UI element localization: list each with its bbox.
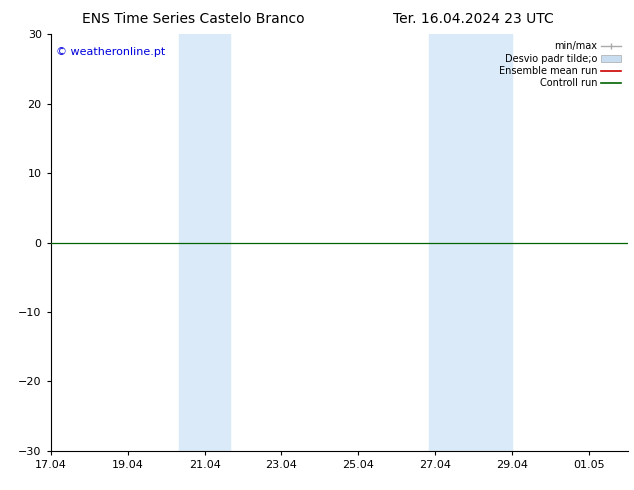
Bar: [179, 34, 230, 451]
Text: ENS Time Series Castelo Branco: ENS Time Series Castelo Branco: [82, 12, 305, 26]
Legend: min/max, Desvio padr tilde;o, Ensemble mean run, Controll run: min/max, Desvio padr tilde;o, Ensemble m…: [497, 39, 623, 90]
Bar: [429, 34, 512, 451]
Text: © weatheronline.pt: © weatheronline.pt: [56, 47, 165, 57]
Text: Ter. 16.04.2024 23 UTC: Ter. 16.04.2024 23 UTC: [393, 12, 554, 26]
